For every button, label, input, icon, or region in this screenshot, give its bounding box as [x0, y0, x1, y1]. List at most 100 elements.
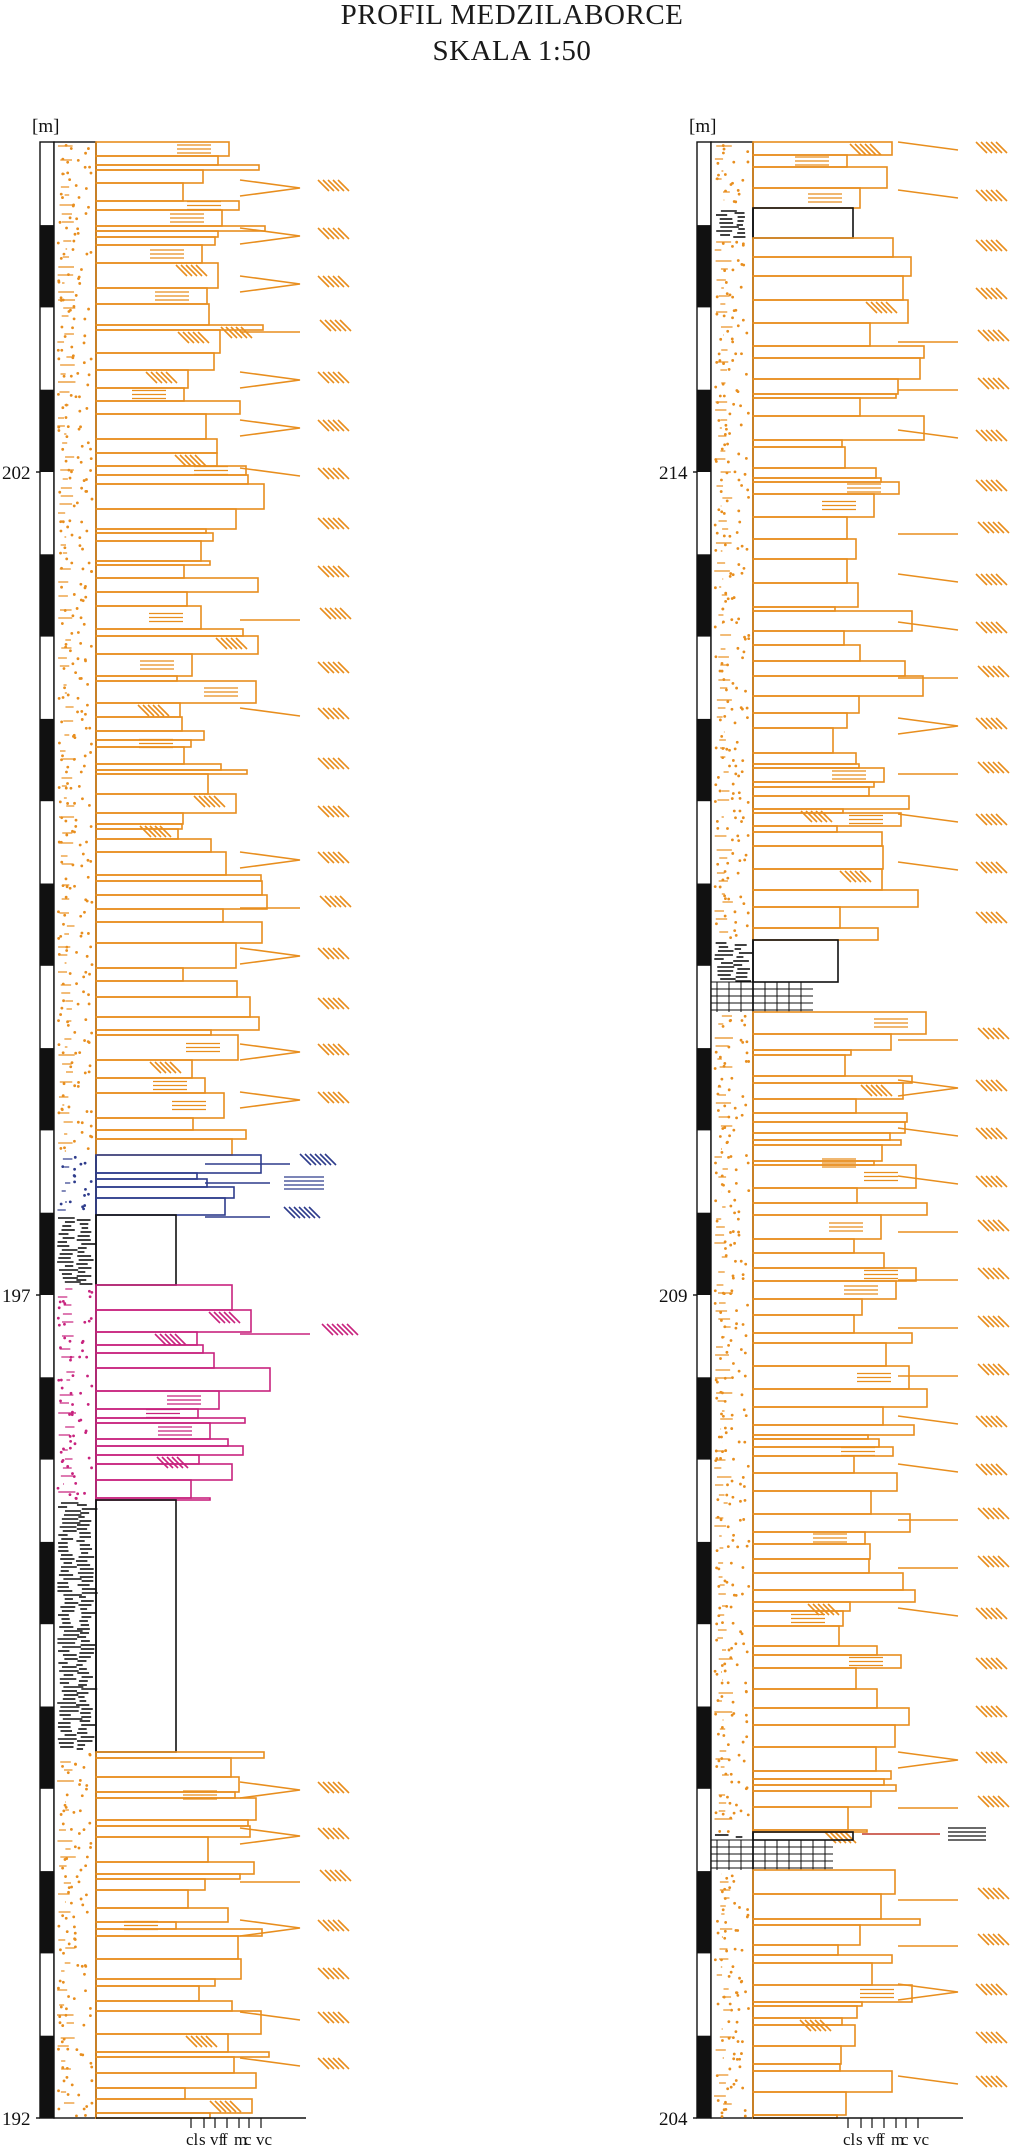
cross-set-symbol: [897, 813, 959, 823]
sand-grain: [744, 689, 747, 693]
ripple-lamina: [339, 1869, 352, 1882]
scale-bar-segment: [697, 554, 711, 637]
sand-grain: [728, 1886, 732, 1889]
ripple-lamina: [985, 813, 998, 826]
sand-grain: [737, 617, 741, 621]
sand-grain: [743, 2109, 747, 2112]
sand-grain: [726, 1545, 730, 1549]
sand-grain: [58, 800, 62, 804]
bed-box: [752, 446, 846, 469]
sand-grain: [87, 993, 90, 997]
sand-grain: [717, 352, 721, 356]
sand-grain: [81, 599, 85, 603]
ripple-lamina: [859, 870, 872, 883]
sand-grain: [721, 1812, 725, 1816]
sand-grain: [720, 1151, 724, 1154]
sand-grain: [745, 372, 748, 376]
ripple-lamina: [990, 479, 1003, 492]
sand-grain: [63, 913, 67, 917]
sand-grain: [716, 1498, 720, 1502]
bed-box: [752, 166, 888, 189]
cross-set-symbol: [897, 429, 959, 439]
sand-grain: [739, 1038, 743, 1042]
sand-grain: [734, 1326, 738, 1330]
sand-grain: [718, 359, 722, 362]
ripple-lamina: [230, 326, 243, 339]
sand-grain: [87, 561, 91, 565]
sand-grain: [747, 637, 751, 640]
ripple-lamina: [334, 319, 347, 332]
ripple-lamina: [326, 1323, 339, 1336]
ripple-lamina: [977, 761, 990, 774]
sand-grain: [724, 2100, 727, 2104]
ripple-lamina: [337, 947, 350, 960]
ripple-lamina: [995, 1127, 1008, 1140]
sand-grain: [74, 1481, 78, 1485]
bed-box: [752, 1806, 849, 1831]
sand-grain: [732, 809, 736, 813]
ripple-lamina: [317, 997, 330, 1010]
sand-grain: [86, 383, 90, 387]
ripple-lamina: [849, 870, 862, 883]
sand-grain: [737, 791, 741, 795]
sand-grain: [741, 1095, 745, 1098]
sand-grain: [714, 1811, 718, 1815]
ripple-lamina: [980, 717, 993, 730]
sand-grain: [714, 385, 718, 389]
bed-box: [752, 1121, 906, 1134]
sand-grain: [80, 1964, 84, 1968]
sand-grain: [721, 1621, 724, 1625]
ripple-lamina: [327, 707, 340, 720]
ripple-lamina: [844, 1831, 857, 1844]
sand-grain: [732, 1712, 736, 1715]
ripple-lamina: [213, 1311, 226, 1324]
bed-box: [95, 838, 212, 853]
ripple-lamina: [854, 870, 867, 883]
sand-grain: [732, 1533, 735, 1537]
sand-grain: [726, 329, 730, 333]
sand-grain: [80, 486, 84, 490]
sand-grain: [737, 1753, 741, 1757]
sand-grain: [85, 2105, 89, 2108]
sand-grain: [733, 910, 737, 914]
ripple-lamina: [982, 1555, 995, 1568]
sand-grain: [57, 1306, 61, 1310]
sand-grain: [83, 1491, 86, 1495]
ripple-lamina: [337, 467, 350, 480]
ripple-lamina: [995, 911, 1008, 924]
sand-grain: [90, 1031, 94, 1035]
sand-grain: [722, 394, 726, 398]
sand-grain: [720, 1725, 724, 1729]
ripple-lamina: [995, 2031, 1008, 2044]
sand-grain: [730, 1289, 734, 1293]
ripple-lamina: [985, 1127, 998, 1140]
ripple-lamina: [339, 895, 352, 908]
sand-grain: [62, 1082, 66, 1086]
bed-box: [95, 1978, 216, 1987]
ripple-lamina: [327, 1967, 340, 1980]
bed-box: [752, 516, 848, 540]
ripple-lamina: [327, 2011, 340, 2024]
bed-box: [752, 558, 848, 584]
sand-grain: [66, 160, 70, 164]
sand-grain: [745, 331, 749, 335]
sand-grain: [74, 1497, 78, 1500]
sand-grain: [719, 1311, 723, 1314]
sand-grain: [65, 557, 69, 561]
sand-grain: [723, 1579, 727, 1583]
sand-grain: [82, 2023, 86, 2027]
ripple-lamina: [332, 997, 345, 1010]
sand-grain: [69, 147, 73, 150]
sand-grain: [746, 1303, 749, 1307]
sand-grain: [57, 910, 60, 914]
ripple-lamina: [319, 319, 332, 332]
sand-grain: [725, 688, 728, 692]
grain-size-label: s: [856, 2130, 863, 2149]
sand-grain: [57, 2089, 60, 2093]
ripple-lamina: [995, 287, 1008, 300]
sand-grain: [742, 1642, 746, 1646]
bed-box: [95, 1499, 177, 1753]
bed-box: [95, 540, 202, 562]
bed-box: [752, 275, 904, 301]
ripple-lamina: [219, 2100, 232, 2113]
